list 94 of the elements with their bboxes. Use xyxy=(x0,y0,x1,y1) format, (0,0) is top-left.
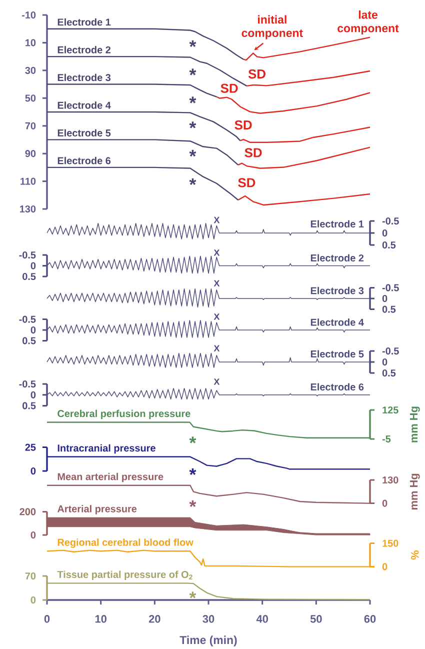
y2-tick-label: 0.5 xyxy=(382,306,396,313)
y-tick-label: 0.5 xyxy=(22,337,36,344)
annotation: X xyxy=(214,250,220,256)
annotation: initial component xyxy=(242,15,303,40)
y2-tick-label: 130 xyxy=(382,476,398,484)
series-label: Mean arterial pressure xyxy=(58,472,164,482)
annotation: * xyxy=(189,150,196,157)
y-tick-label: 30 xyxy=(25,66,36,74)
annotation: X xyxy=(214,314,220,320)
x-tick-label: 10 xyxy=(95,615,106,623)
annotation: SD xyxy=(244,148,262,158)
y-tick-label: 10 xyxy=(26,39,36,46)
chart-title: Electrode 5 xyxy=(310,350,364,358)
y2-axis-title: mm Hg xyxy=(410,406,420,442)
y2-tick-label: -5 xyxy=(382,436,391,442)
annotation: * xyxy=(189,468,196,475)
y-tick-label: 130 xyxy=(20,205,36,213)
annotation: * xyxy=(189,436,196,444)
series-label: Electrode 3 xyxy=(58,74,111,82)
y2-tick-label: 0 xyxy=(382,294,388,302)
series-label: Electrode 5 xyxy=(58,129,111,137)
series-label: Arterial pressure xyxy=(57,505,137,514)
y2-tick-label: -0.5 xyxy=(382,284,399,292)
y-tick-label: 90 xyxy=(25,150,36,158)
annotation: * xyxy=(189,122,196,128)
annotation: late component xyxy=(338,10,399,35)
annotation: * xyxy=(189,40,196,47)
chart-title: Electrode 2 xyxy=(310,254,364,262)
annotation: * xyxy=(189,500,196,507)
annotation: * xyxy=(189,178,196,185)
y-tick-label: 70 xyxy=(25,572,36,580)
y2-tick-label: 0 xyxy=(382,500,388,507)
series-label: Electrode 1 xyxy=(58,18,111,26)
series-label: Electrode 6 xyxy=(58,156,111,164)
x-tick-label: 50 xyxy=(310,615,322,623)
series-label: Regional cerebral blood flow xyxy=(58,538,194,548)
y2-axis-title: mm Hg xyxy=(410,474,420,510)
chart-title: Electrode 4 xyxy=(310,318,364,326)
series-label: Cerebral perfusion pressure xyxy=(58,410,190,420)
y-tick-label: 0 xyxy=(30,531,36,539)
annotation: * xyxy=(189,96,196,104)
y-tick-label: 200 xyxy=(20,508,36,516)
chart-title: Electrode 3 xyxy=(310,286,364,294)
y2-axis-title: % xyxy=(411,550,419,560)
annotation: * xyxy=(189,592,196,598)
y-tick-label: 50 xyxy=(25,94,36,102)
y-tick-label: 0 xyxy=(30,326,36,334)
y-tick-label: 0 xyxy=(30,262,36,270)
annotation: SD xyxy=(248,69,266,79)
x-tick-label: 60 xyxy=(364,615,376,623)
line-series xyxy=(216,92,371,114)
y-tick-label: -0.5 xyxy=(19,251,36,259)
line-series xyxy=(238,146,371,169)
series-label: Tissue partial pressure of O$_{2}$ xyxy=(57,570,192,580)
x-tick-label: 30 xyxy=(202,615,214,623)
series-label: Electrode 4 xyxy=(58,101,111,109)
y-tick-label: 0 xyxy=(30,596,36,604)
line-series xyxy=(238,193,371,206)
annotation: SD xyxy=(238,178,256,188)
annotation: * xyxy=(189,68,196,76)
y-tick-label: 0 xyxy=(30,391,36,398)
x-tick-label: 0 xyxy=(44,615,50,623)
text: X xyxy=(214,280,220,286)
y-tick-label: -10 xyxy=(22,11,36,19)
y-tick-label: -0.5 xyxy=(19,316,36,323)
y-tick-label: 70 xyxy=(25,122,36,130)
series-label: Intracranial pressure xyxy=(58,444,156,454)
y2-tick-label: -0.5 xyxy=(382,217,399,225)
y2-tick-label: 0 xyxy=(382,229,388,237)
series-label: Electrode 2 xyxy=(58,46,110,54)
y2-tick-label: 150 xyxy=(382,540,398,547)
annotation: SD xyxy=(234,120,252,130)
y-tick-label: 25 xyxy=(25,444,36,451)
y2-tick-label: 0.5 xyxy=(382,369,396,377)
annotation: X xyxy=(214,378,220,385)
y-tick-label: 0 xyxy=(30,467,36,475)
annotation: SD xyxy=(220,84,238,93)
chart-title: Electrode 1 xyxy=(310,220,364,228)
x-axis-title: Time (min) xyxy=(180,636,237,646)
y-tick-label: 0.5 xyxy=(22,402,36,410)
line-series xyxy=(246,70,371,87)
y-tick-label: -0.5 xyxy=(19,380,36,388)
y2-tick-label: 0 xyxy=(382,358,388,366)
x-tick-label: 20 xyxy=(148,615,160,623)
x-tick-label: 40 xyxy=(256,615,268,623)
y2-tick-label: 125 xyxy=(382,406,398,414)
y2-tick-label: -0.5 xyxy=(382,347,399,355)
annotation: X xyxy=(214,216,220,224)
y2-tick-label: 0 xyxy=(382,563,388,570)
y-tick-label: 0.5 xyxy=(22,272,36,280)
y-tick-label: 110 xyxy=(20,178,36,185)
y2-tick-label: 0.5 xyxy=(382,241,396,249)
annotation: X xyxy=(214,345,220,352)
chart-title: Electrode 6 xyxy=(310,383,364,391)
